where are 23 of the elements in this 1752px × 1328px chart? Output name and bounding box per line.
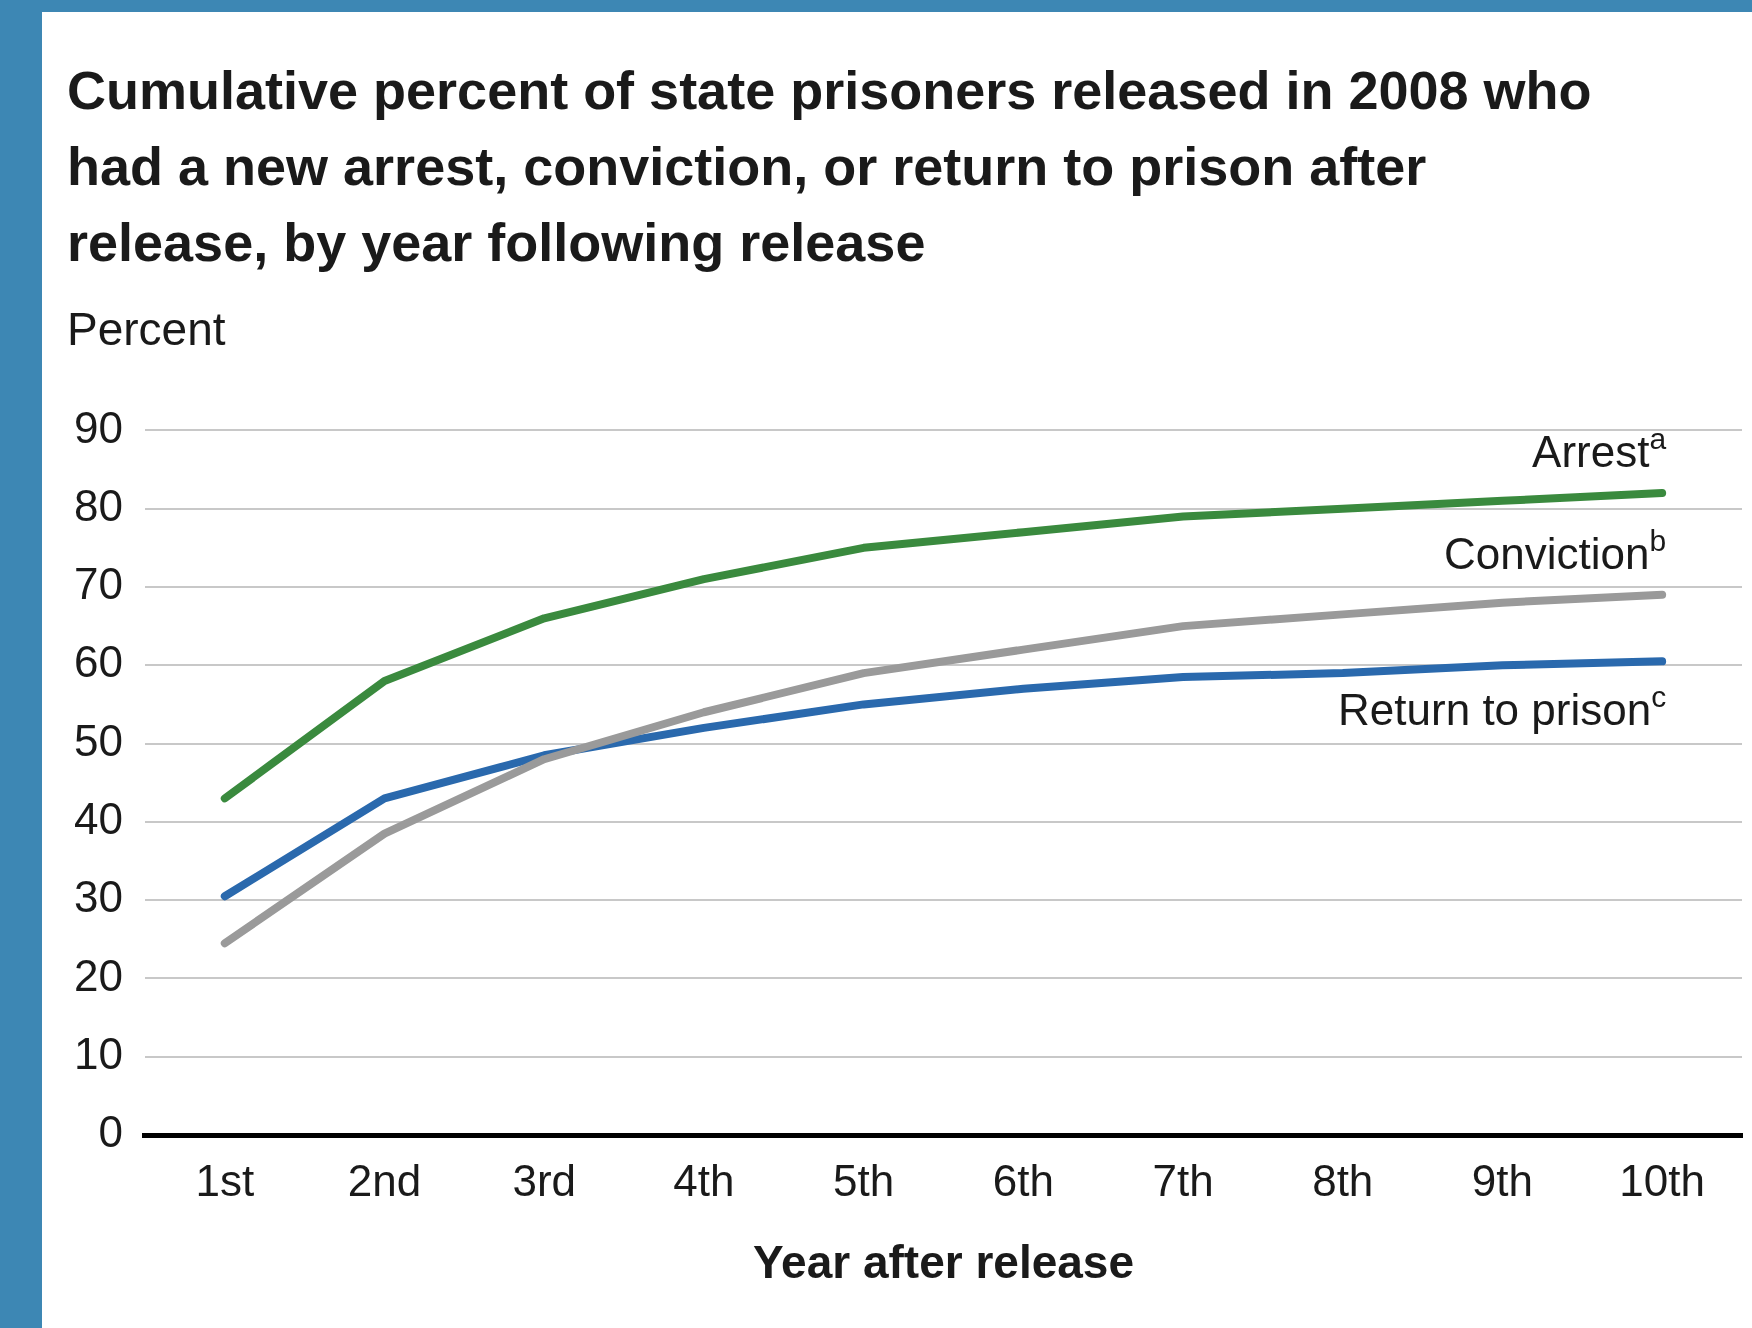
x-tick-label: 7th xyxy=(1152,1155,1214,1205)
x-tick-label: 9th xyxy=(1471,1155,1534,1205)
x-tick-label: 2nd xyxy=(347,1155,422,1205)
y-tick-label: 20 xyxy=(73,950,123,1000)
x-tick-label: 6th xyxy=(992,1155,1054,1205)
x-tick-label: 8th xyxy=(1312,1155,1374,1205)
y-tick-label: 90 xyxy=(73,402,123,452)
y-tick-label: 10 xyxy=(73,1028,123,1078)
y-tick-label: 40 xyxy=(73,793,123,843)
y-axis-title: Percent xyxy=(67,302,226,356)
x-tick-label: 5th xyxy=(833,1155,895,1205)
y-tick-label: 80 xyxy=(73,480,123,530)
y-tick-label: 50 xyxy=(73,715,123,765)
y-tick-label: 0 xyxy=(98,1107,123,1157)
x-tick-label: 10th xyxy=(1619,1155,1705,1205)
x-axis-title: Year after release xyxy=(752,1236,1135,1289)
y-tick-label: 30 xyxy=(73,872,123,922)
chart-title: Cumulative percent of state prisoners released in 2008 who had a new arrest, conviction, or return to prison after release, by year following release xyxy=(67,59,1593,274)
y-tick-label: 70 xyxy=(73,559,123,609)
x-tick-label: 4th xyxy=(673,1155,735,1205)
x-tick-label: 1st xyxy=(195,1155,255,1205)
x-tick-label: 3rd xyxy=(512,1155,576,1205)
y-tick-label: 60 xyxy=(73,637,123,687)
